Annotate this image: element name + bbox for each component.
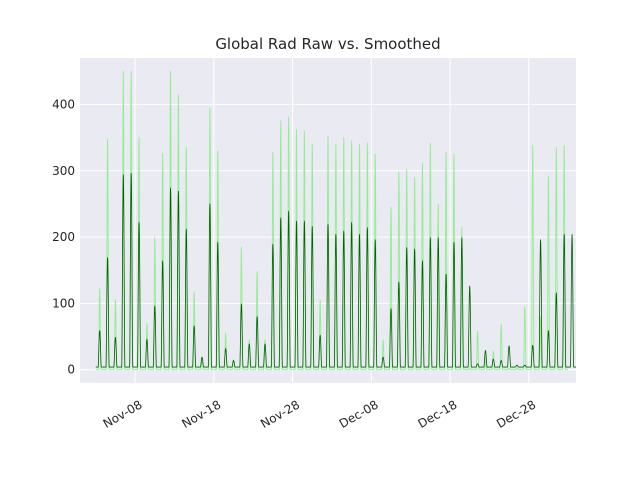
y-tick-label: 400 — [52, 97, 75, 111]
chart-title: Global Rad Raw vs. Smoothed — [215, 35, 440, 53]
x-tick-label: Dec-18 — [415, 397, 459, 431]
series-layer — [95, 70, 577, 371]
y-tick-label: 300 — [52, 164, 75, 178]
y-tick-label: 0 — [67, 363, 75, 377]
x-tick-label: Nov-08 — [101, 397, 145, 430]
x-tick-label: Nov-28 — [258, 397, 302, 430]
y-tick-label: 100 — [52, 296, 75, 310]
x-tick-label: Nov-18 — [179, 397, 223, 430]
x-tick-label: Dec-08 — [337, 397, 381, 431]
x-axis-ticks: Nov-08 Nov-18 Nov-28 Dec-08 Dec-18 Dec-28 — [101, 397, 539, 431]
y-axis-ticks: 0 100 200 300 400 — [52, 97, 75, 376]
x-tick-label: Dec-28 — [494, 397, 538, 431]
raw-series-line — [95, 70, 569, 371]
smoothed-series-line — [95, 173, 577, 368]
y-tick-label: 200 — [52, 230, 75, 244]
plot-area — [80, 58, 576, 383]
